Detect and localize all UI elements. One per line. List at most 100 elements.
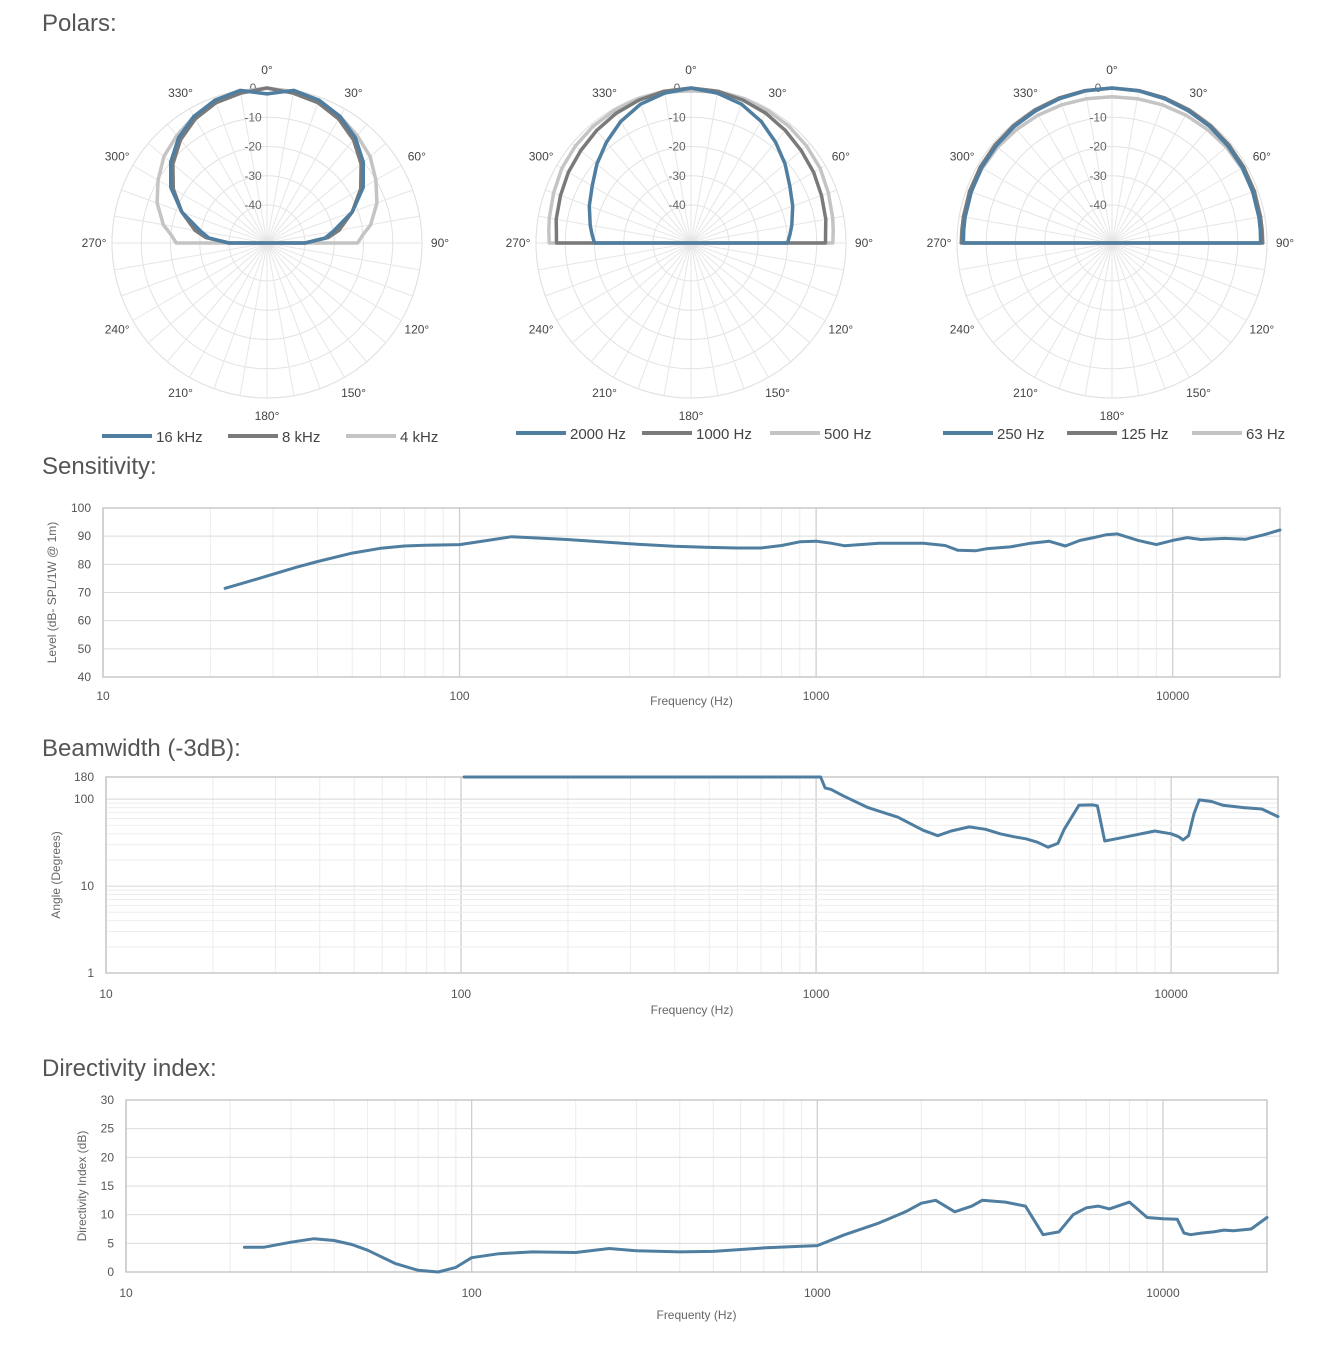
polar-angle-label: 0° [1106,63,1118,77]
polar-angle-label: 0° [685,63,697,77]
polar-spoke [266,242,402,321]
plot-frame [105,776,1279,974]
polar-angle-label: 120° [404,323,429,337]
polar-angle-label: 90° [1276,236,1294,250]
y-tick-label: 25 [101,1122,115,1136]
polar-spoke [1111,142,1232,244]
polar-spoke [166,123,268,244]
polar-angle-label: 150° [341,386,366,400]
polar-series-250-hz [961,86,1263,245]
legend-label: 1000 Hz [696,426,752,443]
polar-angle-label: 120° [1249,323,1274,337]
y-tick-label: 0 [107,1265,114,1279]
polar-spoke [121,189,268,244]
polar-angle-label: 60° [1253,150,1271,164]
polar-spoke [992,242,1113,344]
x-axis-title: Frequency (Hz) [651,1003,734,1017]
polar-spoke [266,242,368,363]
y-tick-label: 5 [107,1236,114,1250]
legend-label: 125 Hz [1121,426,1169,443]
polar-spoke [266,90,295,244]
polar-spoke [690,215,844,244]
polar-angle-label: 330° [592,86,617,100]
polar-spoke [266,165,402,244]
polar-spoke [556,165,692,244]
polar-spoke [266,215,420,244]
x-tick-label: 1000 [803,689,830,703]
polar-angle-label: 330° [168,86,193,100]
polar-spoke [1111,242,1265,271]
polar-spoke [1111,242,1190,378]
y-axis-title: Level (dB- SPL/1W @ 1m) [45,522,59,664]
polar-spoke [132,165,268,244]
polar-spoke [1111,242,1140,396]
x-tick-label: 10 [119,1286,133,1300]
polar-spoke [613,242,692,378]
polar-spoke [959,242,1113,271]
polar-spoke [590,123,692,244]
polar-spoke [538,215,692,244]
plot-frame [102,507,1281,678]
polar-angle-label: 270° [927,236,952,250]
y-axis-title: Directivity Index (dB) [75,1131,89,1242]
polar-spoke [959,215,1113,244]
plot-frame [125,1099,1268,1273]
polar-spoke [1034,242,1113,378]
polar-spoke [690,242,811,344]
polar-spoke [266,108,345,244]
x-tick-label: 10000 [1146,1286,1180,1300]
polar-angle-label: 270° [82,236,107,250]
polar-chart-1: 0° 30° 60° 90° 120° 150° 180° 210° 240° 270° 300° 3… [82,63,450,446]
polar-spoke [147,242,268,344]
line-chart-1: 40 50 60 70 80 90 100 10 100 1000 10000 Frequency (… [45,501,1282,708]
polar-angle-label: 30° [344,86,362,100]
polar-db-label: -20 [1089,140,1107,154]
polar-spoke [690,242,719,396]
polar-spoke [266,189,413,244]
polar-db-label: -30 [244,169,262,183]
polar-spoke [1111,90,1140,244]
polar-angle-label: 60° [408,150,426,164]
x-tick-label: 10000 [1154,987,1188,1001]
polar-spoke [992,142,1113,244]
x-tick-label: 100 [462,1286,482,1300]
polar-spoke [690,108,769,244]
data-series-line [223,528,1282,590]
polar-spoke [1011,123,1113,244]
beamwidth-title: Beamwidth (-3dB): [42,735,241,762]
polar-spoke [545,242,692,297]
polar-angle-label: 210° [592,386,617,400]
y-tick-label: 90 [78,529,92,543]
polar-spoke [690,189,837,244]
polar-spoke [545,189,692,244]
polar-spoke [1084,242,1113,396]
polar-spoke [213,97,268,244]
polar-spoke [590,242,692,363]
polar-spoke [266,242,413,297]
polar-spoke [166,242,268,363]
polar-spoke [213,242,268,389]
y-tick-label: 1 [87,966,94,980]
polar-spoke [266,242,321,389]
polar-angle-label: 240° [950,323,975,337]
polar-angle-label: 300° [529,150,554,164]
polar-spoke [966,242,1113,297]
polar-angle-label: 180° [255,409,280,423]
data-series-line [242,1198,1269,1274]
polar-spoke [1111,242,1232,344]
y-tick-label: 80 [78,557,92,571]
polar-spoke [132,242,268,321]
polar-spoke [1034,108,1113,244]
polar-spoke [690,242,837,297]
polar-angle-label: 0° [261,63,273,77]
legend-label: 2000 Hz [570,426,626,443]
polar-angle-label: 30° [768,86,786,100]
polar-spoke [977,165,1113,244]
polar-spoke [690,242,844,271]
x-tick-label: 10 [99,987,113,1001]
polar-angle-label: 150° [1186,386,1211,400]
polar-spoke [1111,242,1247,321]
y-tick-label: 20 [101,1150,115,1164]
polar-spoke [538,242,692,271]
legend-label: 250 Hz [997,426,1045,443]
